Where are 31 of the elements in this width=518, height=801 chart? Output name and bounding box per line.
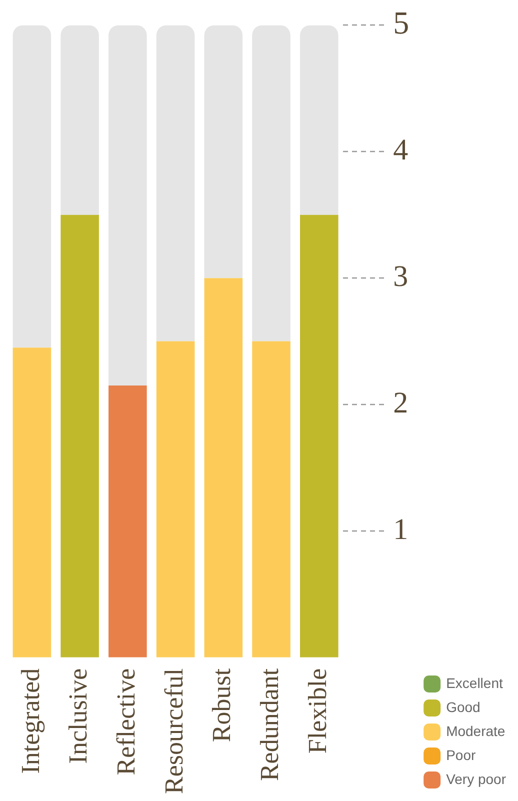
- bar: [204, 25, 243, 278]
- bar: [108, 25, 147, 386]
- bar: [60, 214, 99, 658]
- bar: [108, 386, 147, 658]
- x-tick-label: Integrated: [16, 668, 45, 774]
- bar: [300, 25, 338, 215]
- x-tick-label: Resourceful: [159, 668, 188, 794]
- x-tick-label: Flexible: [302, 668, 332, 754]
- bar: [12, 25, 52, 348]
- bar: [60, 25, 99, 215]
- bar: [252, 25, 290, 342]
- legend-label: Poor: [446, 746, 476, 763]
- bar: [156, 341, 195, 658]
- y-tick-label: 1: [393, 512, 408, 546]
- legend-label: Excellent: [446, 674, 503, 691]
- x-tick-label: Reflective: [112, 668, 140, 776]
- legend-label: Very poor: [446, 770, 506, 787]
- legend-label: Moderate: [446, 722, 506, 739]
- legend-label: Good: [446, 698, 480, 715]
- bar: [12, 348, 52, 658]
- x-tick-label: Redundant: [255, 668, 284, 782]
- bar: [204, 278, 243, 658]
- y-tick-label: 4: [393, 134, 408, 167]
- y-tick-label: 2: [393, 386, 408, 420]
- bar: [156, 25, 195, 342]
- y-tick-label: 5: [393, 4, 410, 41]
- bar: [300, 214, 338, 658]
- bar: [252, 341, 290, 658]
- y-tick-label: 3: [393, 260, 408, 293]
- x-tick-label: Robust: [207, 668, 236, 742]
- x-tick-label: Inclusive: [64, 668, 93, 764]
